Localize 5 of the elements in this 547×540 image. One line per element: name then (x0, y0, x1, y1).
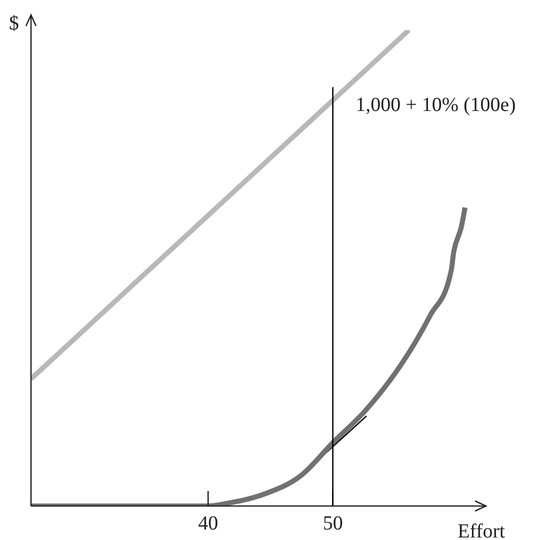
annotation: 1,000 + 10% (100e) (356, 94, 516, 116)
y-axis-title: $ (9, 12, 19, 34)
x-tick-label: 40 (198, 512, 218, 534)
x-axis-title: Effort (458, 520, 506, 540)
x-tick-label: 50 (322, 512, 343, 534)
